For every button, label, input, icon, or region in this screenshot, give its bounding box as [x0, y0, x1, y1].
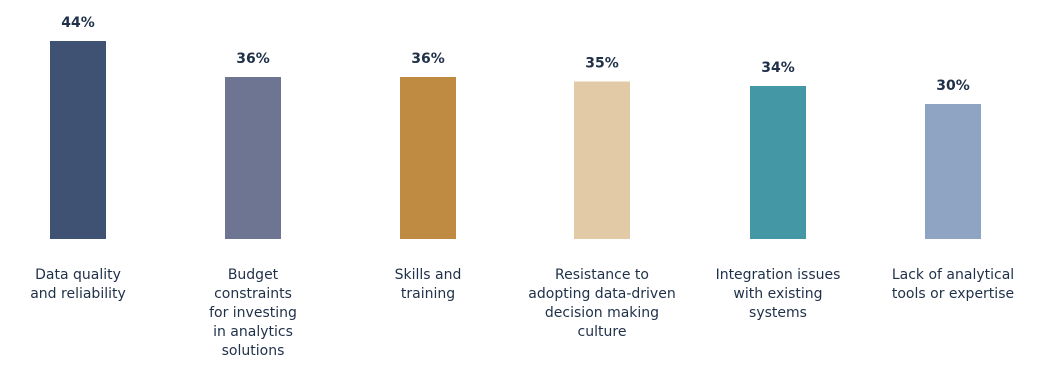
category-label-1: Data quality and reliability	[30, 267, 126, 302]
value-label-5: 34%	[761, 60, 795, 76]
value-label-1: 44%	[61, 15, 95, 31]
bar-6	[925, 104, 981, 239]
value-label-3: 36%	[411, 51, 445, 67]
category-label-4: Resistance to adopting data-driven decis…	[528, 267, 676, 340]
bar-2	[225, 77, 281, 239]
value-label-6: 30%	[936, 78, 970, 94]
value-label-4: 35%	[585, 56, 619, 72]
category-label-6: Lack of analytical tools or expertise	[891, 267, 1015, 302]
bar-4	[574, 81, 630, 239]
category-label-2: Budget constraints for investing in anal…	[209, 267, 297, 359]
bar-1	[50, 41, 106, 239]
category-label-3: Skills and training	[394, 267, 462, 302]
category-label-5: Integration issues with existing systems	[715, 267, 841, 321]
bar-5	[750, 86, 806, 239]
value-label-2: 36%	[236, 51, 270, 67]
bar-3	[400, 77, 456, 239]
